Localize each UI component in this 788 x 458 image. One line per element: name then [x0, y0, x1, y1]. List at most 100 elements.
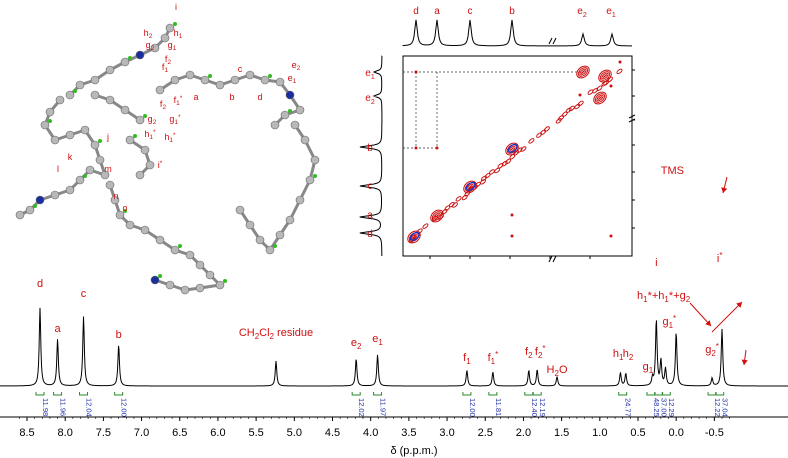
atom — [151, 276, 159, 284]
molecule-label: o — [122, 203, 127, 213]
x-tick-label: 5.5 — [248, 427, 263, 439]
molecule-label: f2 — [165, 54, 172, 66]
integration-value: 12.29 — [667, 398, 676, 417]
molecule-label: g2 — [148, 114, 157, 126]
cosy-left-label: e1 — [365, 68, 375, 81]
atom-h — [173, 22, 177, 26]
peak-label-h2o: H2O — [547, 364, 568, 378]
x-tick-label: 4.0 — [363, 427, 378, 439]
molecule-label: n — [113, 191, 118, 201]
integration-marks: 11.98 11.96 12.04 12.00 12.02 11.97 12.00 11.81… — [36, 392, 730, 417]
cosy-top-projection — [403, 20, 632, 46]
atom — [201, 76, 209, 84]
x-tick-label: 0.0 — [669, 427, 684, 439]
x-axis: 8.5 8.0 7.5 7.0 6.5 6.0 5.5 5.0 4.5 4.0 3.5 3.0 2.5 2… — [0, 417, 788, 439]
atom — [51, 191, 59, 199]
nmr-spectrum — [0, 308, 788, 386]
atom — [66, 91, 74, 99]
atom — [171, 246, 179, 254]
peak-label-f1-star: f1* — [488, 350, 499, 366]
atom — [66, 131, 74, 139]
peak-label-g1-star: g1* — [662, 314, 676, 330]
atom-h — [223, 279, 227, 283]
integration-bracket — [80, 392, 88, 395]
spectrum-trace — [0, 308, 788, 386]
atom — [311, 156, 319, 164]
atom — [76, 81, 84, 89]
cosy-break-top — [549, 38, 556, 44]
cosy-left-label: a — [367, 210, 373, 221]
molecule-label: c — [238, 64, 243, 74]
peak-label-c: c — [81, 288, 87, 300]
x-tick-label: 2.5 — [478, 427, 493, 439]
atom — [196, 261, 204, 269]
atom — [276, 78, 284, 86]
atom — [281, 111, 289, 119]
atom — [276, 231, 284, 239]
integration-value: 12.00 — [120, 398, 129, 417]
x-tick-label: 6.5 — [172, 427, 187, 439]
peak-label-i: i — [655, 257, 657, 269]
integration-value: 12.40 — [530, 398, 539, 417]
atom — [301, 136, 309, 144]
molecule-label: e1 — [288, 73, 297, 85]
integration-value: 11.81 — [494, 398, 503, 416]
x-tick-label: 6.0 — [210, 427, 225, 439]
integration-bracket — [463, 392, 471, 395]
atom — [266, 246, 274, 254]
x-tick-label: 7.5 — [96, 427, 111, 439]
x-tick-label: 0.5 — [630, 427, 645, 439]
molecule-label: g1 — [168, 40, 177, 52]
atom — [46, 108, 54, 116]
atom — [76, 176, 84, 184]
peak-label-b: b — [116, 329, 122, 341]
atom — [121, 58, 129, 66]
molecule-label: h1* — [164, 132, 176, 144]
integration-bracket — [54, 392, 62, 395]
peak-label-tms: TMS — [661, 165, 684, 177]
peak-label-i-star: i* — [717, 251, 723, 265]
atom-h — [48, 119, 52, 123]
integration-bracket — [525, 392, 533, 395]
peak-label-f2-star: f2* — [535, 344, 546, 360]
atom — [106, 181, 114, 189]
peak-label-h1-h1-g2: h1*+h1*+g2 — [637, 290, 691, 304]
arrow-g2-star-head — [742, 359, 748, 365]
atom — [126, 221, 134, 229]
atom — [136, 171, 144, 179]
integration-bracket — [374, 392, 382, 395]
atom — [106, 96, 114, 104]
atom — [186, 251, 194, 259]
integration-bracket — [708, 392, 716, 395]
integration-value: 12.00 — [468, 398, 477, 417]
atom — [96, 156, 104, 164]
atom — [156, 236, 164, 244]
peak-labels: dacbe2e1f1 f1* f2 f2* h1 h2g1ig2*i*g1*TMSH2OC… — [37, 165, 748, 378]
cosy-top-label: b — [509, 6, 515, 17]
atom — [91, 141, 99, 149]
atom — [196, 284, 204, 292]
peak-label-e1: e1 — [372, 333, 383, 347]
atom — [16, 211, 24, 219]
peak-label-d: d — [37, 278, 43, 290]
cosy-cross-peak — [619, 61, 622, 64]
cosy-inset: d a c b e2 e1e1e2bcad — [360, 6, 635, 262]
x-tick-label: 8.5 — [19, 427, 34, 439]
molecule-label: f2 — [160, 99, 167, 111]
atom — [286, 216, 294, 224]
atom — [246, 221, 254, 229]
integration-bracket — [619, 392, 627, 395]
arrow-g1-star — [712, 302, 742, 332]
atom — [26, 206, 34, 214]
atom — [141, 226, 149, 234]
atom — [81, 126, 89, 134]
molecule-label: i — [175, 2, 177, 12]
atom — [291, 121, 299, 129]
atom — [181, 286, 189, 294]
atom — [136, 51, 144, 59]
cosy-cross-peak — [415, 147, 418, 150]
cosy-left-label: d — [367, 229, 373, 240]
molecule-label: h2 — [144, 28, 153, 40]
arrow-tms-head — [721, 187, 727, 193]
